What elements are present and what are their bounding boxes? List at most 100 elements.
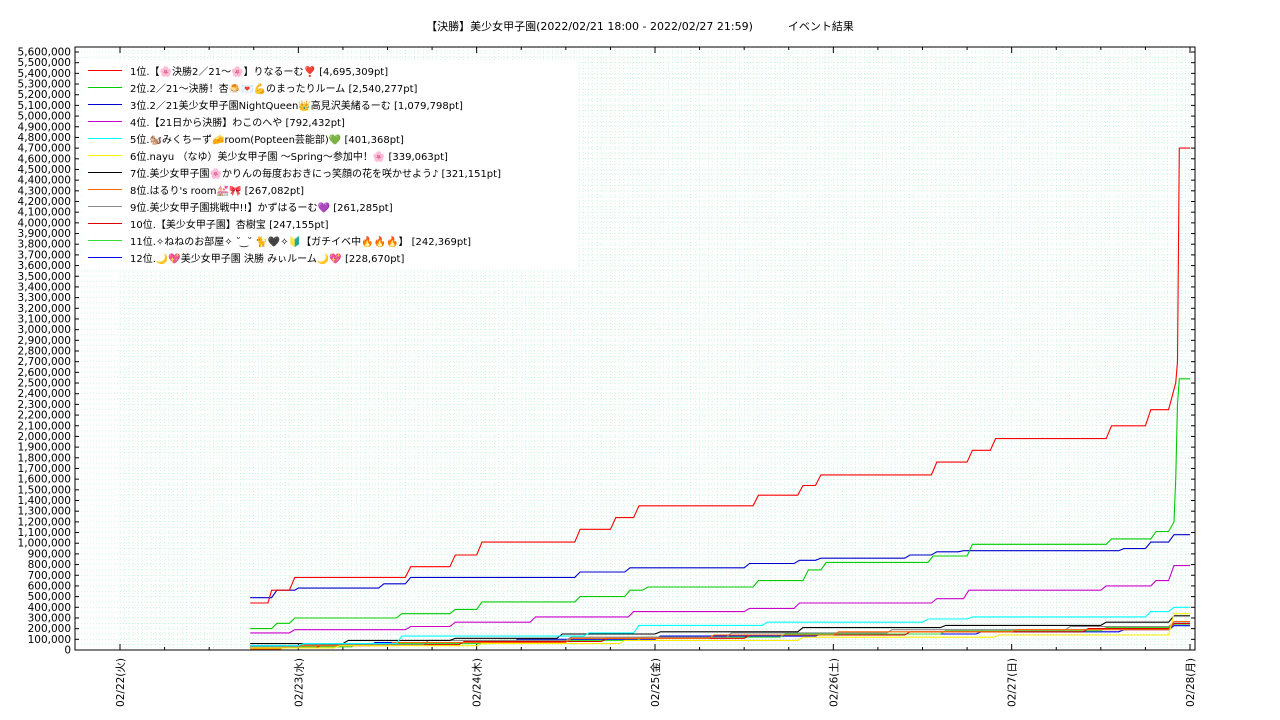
legend-label: 7位.美少女甲子園🌸かりんの毎度おおきにっ笑顔の花を咲かせよう♪ [321,15… (130, 169, 501, 180)
y-tick-label: 3,600,000 (18, 260, 71, 272)
legend-label: 9位.美少女甲子園挑戦中!!】かずはるーむ💜 [261,285pt] (130, 203, 393, 214)
legend-swatch (88, 121, 122, 122)
y-tick-label: 2,300,000 (18, 399, 71, 411)
legend-label: 12位.🌙💖美少女甲子園 決勝 みぃルーム🌙💖 [228,670pt] (130, 254, 405, 265)
y-tick-label: 1,300,000 (18, 506, 71, 518)
legend-item: 10位.【美少女甲子園】杏樹宝 [247,155pt] (82, 215, 329, 232)
legend: 1位.【🌸決勝2／21〜🌸】りなるーむ❣️ [4,695,309pt] 2位.2／… (82, 60, 577, 270)
y-tick-label: 400,000 (28, 602, 71, 614)
y-tick-label: 4,900,000 (18, 121, 71, 133)
y-tick-label: 900,000 (28, 548, 71, 560)
legend-label: 3位.2／21美少女甲子園NightQueen👑高見沢美緒るーむ [1,079,… (130, 101, 463, 112)
y-tick-label: 700,000 (28, 570, 71, 582)
y-tick-label: 1,800,000 (18, 452, 71, 464)
y-tick-label: 1,100,000 (18, 527, 71, 539)
legend-item: 1位.【🌸決勝2／21〜🌸】りなるーむ❣️ [4,695,309pt] (82, 62, 388, 79)
legend-swatch (88, 240, 122, 241)
legend-swatch (88, 87, 122, 88)
series-lines (250, 147, 1190, 650)
legend-swatch (88, 155, 122, 156)
x-tick-label: 02/23(水) (293, 658, 305, 707)
series-line-5 (250, 606, 1190, 647)
x-tick-label: 02/26(土) (827, 658, 840, 707)
legend-item: 2位.2／21〜決勝！杏🍮💌💪のまったりルーム [2,540,277pt] (82, 79, 417, 96)
legend-label: 4位.【21日から決勝】わこのへや [792,432pt] (130, 118, 345, 129)
y-tick-label: 2,100,000 (18, 420, 71, 432)
y-tick-label: 4,200,000 (18, 196, 71, 208)
legend-item: 11位.✧ねねのお部屋✧ ˘ ͜ ˘ 🐈🖤✧🔰【ガチイベ中🔥🔥🔥】 [242,3… (82, 232, 471, 249)
series-line-11 (250, 623, 1190, 648)
y-tick-label: 5,400,000 (18, 68, 71, 80)
series-line-3 (250, 534, 1190, 599)
y-tick-label: 600,000 (28, 580, 71, 592)
x-tick-label: 02/24(木) (472, 658, 484, 707)
legend-label: 8位.はるり's room💒🎀 [267,082pt] (130, 186, 305, 197)
x-tick-label: 02/22(火) (115, 658, 127, 707)
y-tick-label: 1,600,000 (18, 474, 71, 486)
y-tick-label: 4,800,000 (18, 132, 71, 144)
y-tick-label: 0 (64, 645, 71, 657)
y-tick-label: 200,000 (28, 623, 71, 635)
y-tick-label: 2,600,000 (18, 367, 71, 379)
legend-item: 3位.2／21美少女甲子園NightQueen👑高見沢美緒るーむ [1,079,… (82, 96, 463, 113)
y-tick-label: 4,700,000 (18, 143, 71, 155)
legend-label: 10位.【美少女甲子園】杏樹宝 [247,155pt] (130, 220, 329, 231)
legend-item: 9位.美少女甲子園挑戦中!!】かずはるーむ💜 [261,285pt] (82, 198, 393, 215)
y-tick-label: 3,900,000 (18, 228, 71, 240)
y-tick-label: 1,000,000 (18, 538, 71, 550)
legend-label: 11位.✧ねねのお部屋✧ ˘ ͜ ˘ 🐈🖤✧🔰【ガチイベ中🔥🔥🔥】 [242,3… (130, 237, 472, 248)
y-tick-label: 5,300,000 (18, 79, 71, 91)
legend-swatch (88, 138, 122, 139)
legend-item: 7位.美少女甲子園🌸かりんの毎度おおきにっ笑顔の花を咲かせよう♪ [321,15… (82, 164, 501, 181)
plot-frame (74, 46, 1196, 651)
legend-label: 6位.nayu （なゆ）美少女甲子園 〜Spring〜参加中！🌸 [339,06… (130, 152, 448, 163)
legend-swatch (88, 257, 122, 258)
legend-label: 5位.🐿️みくちーず🧀room(Popteen芸能部)💚 [401,368pt] (130, 135, 404, 146)
y-tick-label: 3,300,000 (18, 292, 71, 304)
y-tick-label: 1,700,000 (18, 463, 71, 475)
y-tick-label: 2,800,000 (18, 346, 71, 358)
y-tick-label: 1,500,000 (18, 484, 71, 496)
legend-swatch (88, 70, 122, 71)
y-tick-label: 100,000 (28, 634, 71, 646)
y-tick-label: 4,000,000 (18, 217, 71, 229)
y-axis: 0100,000200,000300,000400,000500,000600,… (18, 47, 1195, 657)
legend-swatch (88, 104, 122, 105)
series-line-1 (250, 147, 1190, 604)
y-tick-label: 2,700,000 (18, 356, 71, 368)
y-tick-label: 500,000 (28, 591, 71, 603)
legend-label: 1位.【🌸決勝2／21〜🌸】りなるーむ❣️ [4,695,309pt] (130, 67, 389, 78)
y-tick-label: 5,500,000 (18, 57, 71, 69)
y-tick-label: 2,400,000 (18, 388, 71, 400)
legend-swatch (88, 172, 122, 173)
x-tick-label: 02/25(金) (649, 658, 662, 707)
y-tick-label: 300,000 (28, 612, 71, 624)
y-tick-label: 5,100,000 (18, 100, 71, 112)
y-tick-label: 4,100,000 (18, 207, 71, 219)
y-tick-label: 800,000 (28, 559, 71, 571)
y-tick-label: 1,900,000 (18, 442, 71, 454)
x-tick-label: 02/28(月) (1185, 658, 1197, 707)
y-tick-label: 4,500,000 (18, 164, 71, 176)
x-axis: 02/22(火) 02/23(水) 02/24(木) 02/25(金) 02/26(土)… (115, 47, 1197, 707)
chart-title: 【決勝】美少女甲子園(2022/02/21 18:00 - 2022/02/27… (426, 20, 854, 33)
series-line-4 (250, 565, 1190, 634)
y-tick-label: 3,400,000 (18, 281, 71, 293)
legend-item: 6位.nayu （なゆ）美少女甲子園 〜Spring〜参加中！🌸 [339,06… (82, 147, 448, 164)
series-line-6 (250, 613, 1190, 649)
y-tick-label: 2,900,000 (18, 335, 71, 347)
y-tick-label: 1,200,000 (18, 516, 71, 528)
y-tick-label: 3,700,000 (18, 249, 71, 261)
legend-item: 4位.【21日から決勝】わこのへや [792,432pt] (82, 113, 345, 130)
legend-item: 8位.はるり's room💒🎀 [267,082pt] (82, 181, 304, 198)
y-tick-label: 5,200,000 (18, 89, 71, 101)
legend-swatch (88, 189, 122, 190)
x-tick-label: 02/27(日) (1007, 658, 1019, 707)
y-tick-label: 2,000,000 (18, 431, 71, 443)
y-tick-label: 4,300,000 (18, 185, 71, 197)
y-tick-label: 2,500,000 (18, 378, 71, 390)
legend-swatch (88, 223, 122, 224)
legend-swatch (88, 206, 122, 207)
legend-label: 2位.2／21〜決勝！杏🍮💌💪のまったりルーム [2,540,277pt] (130, 84, 418, 95)
y-tick-label: 3,100,000 (18, 313, 71, 325)
